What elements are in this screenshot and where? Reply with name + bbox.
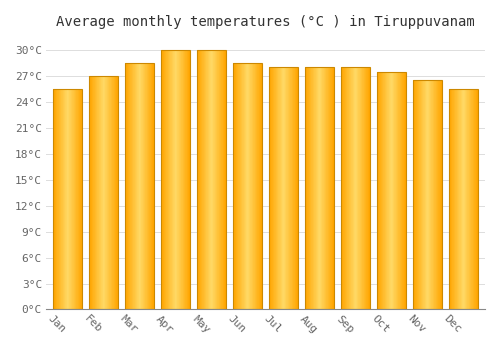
Bar bbox=[233, 63, 262, 309]
Bar bbox=[305, 67, 334, 309]
Bar bbox=[197, 50, 226, 309]
Bar bbox=[341, 67, 370, 309]
Bar bbox=[54, 89, 82, 309]
Bar bbox=[377, 72, 406, 309]
Bar bbox=[126, 63, 154, 309]
Bar bbox=[413, 80, 442, 309]
Title: Average monthly temperatures (°C ) in Tiruppuvanam: Average monthly temperatures (°C ) in Ti… bbox=[56, 15, 475, 29]
Bar bbox=[90, 76, 118, 309]
Bar bbox=[269, 67, 298, 309]
Bar bbox=[162, 50, 190, 309]
Bar bbox=[449, 89, 478, 309]
